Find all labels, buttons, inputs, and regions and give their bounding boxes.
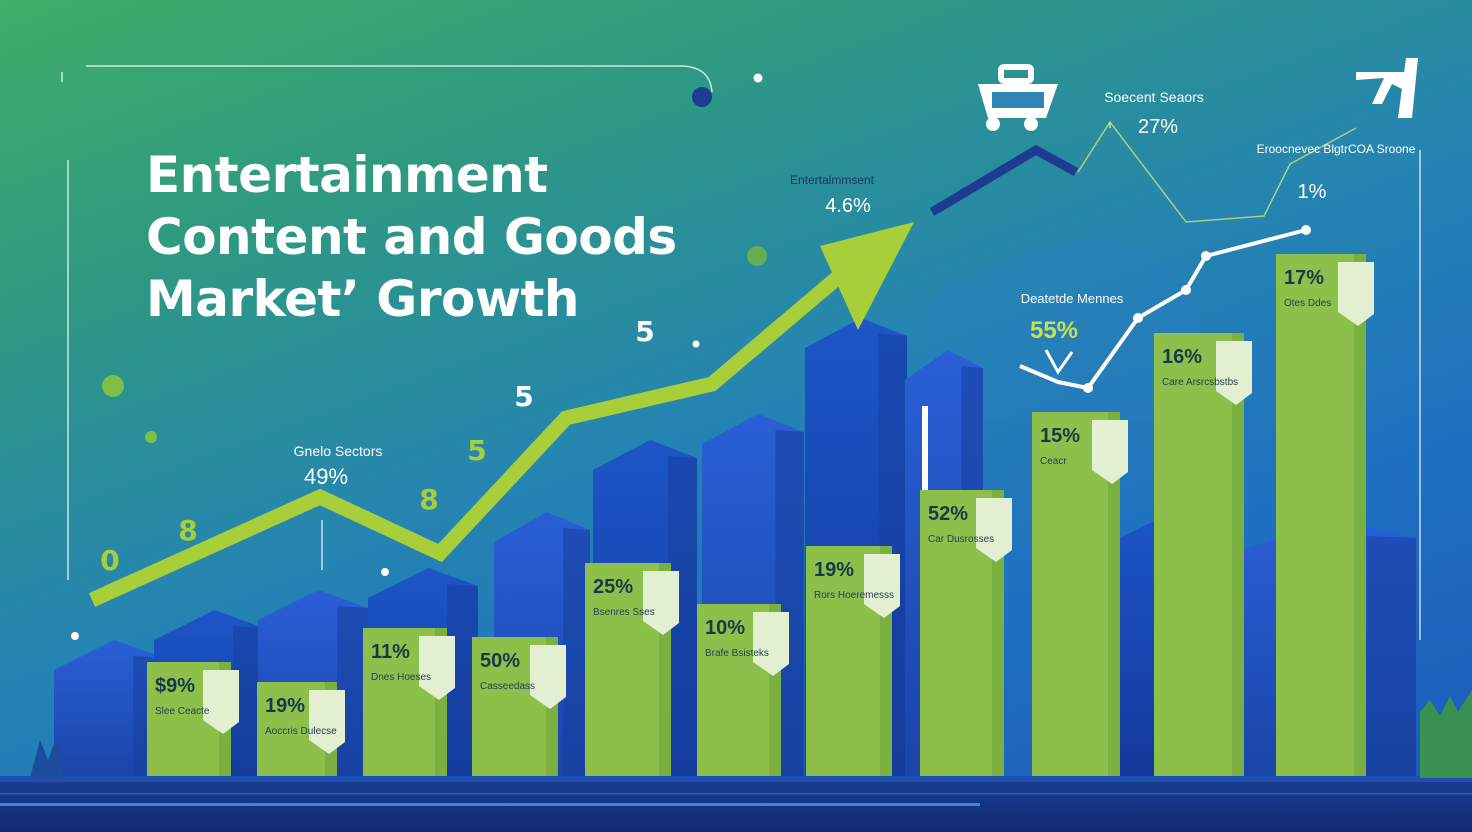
title-line: Content and Goods bbox=[146, 208, 677, 266]
bar-value-label: 11% bbox=[371, 641, 410, 663]
bar-value-label: 15% bbox=[1040, 425, 1080, 447]
bar: 50% Casseedass bbox=[472, 637, 566, 778]
bar-category-label: Dnes Hoeses bbox=[371, 672, 431, 683]
bar-category-label: Care Arsrcsbstbs bbox=[1162, 377, 1238, 388]
bars: $9% Slee Ceacte 19% Aoccris Dulecse 11% Dnes … bbox=[147, 254, 1374, 778]
trend-arrow-icon bbox=[1356, 58, 1418, 118]
floating-number: 5 bbox=[467, 434, 486, 467]
shopping-cart-icon bbox=[978, 64, 1058, 131]
floating-number: 5 bbox=[635, 315, 654, 348]
bar: 15% Ceacr bbox=[1032, 412, 1128, 778]
bar-rect bbox=[1154, 333, 1244, 778]
white-line-series bbox=[1019, 225, 1311, 393]
floating-number: 5 bbox=[514, 380, 533, 413]
bar: 52% Car Dusrosses bbox=[920, 490, 1012, 778]
page-title: Entertainment Content and Goods Market’ … bbox=[146, 144, 677, 330]
annotation-label: Gnelo Sectors bbox=[294, 443, 383, 459]
frame-lines bbox=[61, 65, 1421, 640]
bar-value-label: 17% bbox=[1284, 267, 1324, 289]
annotations: Gnelo Sectors 49% Entertalmmsent 4.6% So… bbox=[294, 89, 1416, 489]
bar-tab bbox=[203, 670, 239, 734]
annotation-value: 1% bbox=[1298, 181, 1327, 203]
annotation-label: Entertalmmsent bbox=[790, 173, 875, 187]
annotation-value: 4.6% bbox=[825, 195, 871, 217]
trend-arrow bbox=[88, 222, 914, 607]
annotation-label: Deatetde Mennes bbox=[1021, 291, 1124, 306]
bar-tab bbox=[419, 636, 455, 700]
bar: $9% Slee Ceacte bbox=[147, 662, 239, 778]
bar-tab bbox=[976, 498, 1012, 562]
bar-value-label: $9% bbox=[155, 675, 195, 697]
bar-rect bbox=[1276, 254, 1366, 778]
bar-tab bbox=[643, 571, 679, 635]
bar-value-label: 52% bbox=[928, 503, 968, 525]
bar-category-label: Slee Ceacte bbox=[155, 706, 210, 717]
bar-category-label: Rors Hoeremesss bbox=[814, 590, 894, 601]
bar-tab bbox=[309, 690, 345, 754]
bar: 19% Aoccris Dulecse bbox=[257, 682, 345, 778]
bar-category-label: Aoccris Dulecse bbox=[265, 726, 337, 737]
title-line: Market’ Growth bbox=[146, 270, 580, 328]
floating-number: 8 bbox=[419, 483, 438, 516]
floating-numbers: 0 8 8 5 5 5 bbox=[100, 315, 654, 577]
bar-value-label: 10% bbox=[705, 617, 745, 639]
background-silhouette bbox=[930, 239, 1200, 420]
bar: 19% Rors Hoeremesss bbox=[806, 546, 900, 778]
bar-tab bbox=[1338, 262, 1374, 326]
bar-value-label: 19% bbox=[265, 695, 305, 717]
annotation-value: 27% bbox=[1138, 116, 1178, 138]
annotation-thin-line bbox=[1077, 120, 1357, 223]
bar-category-label: Car Dusrosses bbox=[928, 534, 994, 545]
bar-value-label: 16% bbox=[1162, 346, 1202, 368]
title-line: Entertainment bbox=[146, 146, 548, 204]
annotation-label: Eroocnevec BlgtrCOA Sroone bbox=[1257, 142, 1416, 156]
bar: 16% Care Arsrcsbstbs bbox=[1154, 333, 1252, 778]
bar-tab bbox=[530, 645, 566, 709]
dark-zigzag bbox=[929, 144, 1079, 216]
decor-dots bbox=[71, 73, 767, 640]
bar: 17% Otes Ddes bbox=[1276, 254, 1374, 778]
bar-category-label: Ceacr bbox=[1040, 456, 1067, 467]
marker-pole bbox=[922, 406, 928, 490]
bar-value-label: 25% bbox=[593, 576, 633, 598]
annotation-value: 49% bbox=[304, 464, 348, 489]
annotation-label: Soecent Seaors bbox=[1104, 89, 1204, 105]
floating-number: 0 bbox=[100, 544, 119, 577]
bar-category-label: Bsenres Sses bbox=[593, 607, 655, 618]
bar: 10% Brafe Bsisteks bbox=[697, 604, 789, 778]
bar-category-label: Otes Ddes bbox=[1284, 298, 1331, 309]
bar-tab bbox=[1092, 420, 1128, 484]
bar: 11% Dnes Hoeses bbox=[363, 628, 455, 778]
bar-tab bbox=[864, 554, 900, 618]
bar-value-label: 50% bbox=[480, 650, 520, 672]
bar: 25% Bsenres Sses bbox=[585, 563, 679, 778]
ground bbox=[0, 690, 1472, 832]
bar-tab bbox=[1216, 341, 1252, 405]
floating-number: 8 bbox=[178, 514, 197, 547]
bar-category-label: Casseedass bbox=[480, 681, 535, 692]
bar-tab bbox=[753, 612, 789, 676]
bar-category-label: Brafe Bsisteks bbox=[705, 648, 769, 659]
annotation-value: 55% bbox=[1030, 317, 1078, 344]
bar-value-label: 19% bbox=[814, 559, 854, 581]
